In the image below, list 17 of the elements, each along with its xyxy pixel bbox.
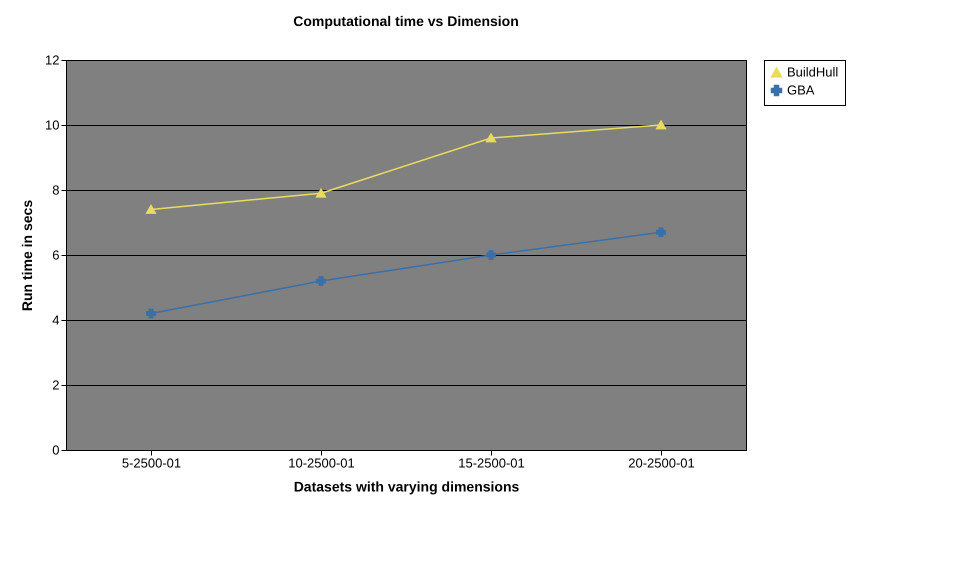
y-tick-label: 0 [52,442,60,458]
legend-label: BuildHull [787,64,838,80]
legend-label: GBA [787,82,815,98]
chart-title: Computational time vs Dimension [293,13,519,29]
x-tick-label: 15-2500-01 [458,456,525,470]
y-tick-label: 6 [52,248,60,262]
x-tick-label: 10-2500-01 [288,456,355,470]
x-tick-label: 5-2500-01 [122,456,182,470]
y-tick-label: 10 [45,118,60,132]
y-axis-title: Run time in secs [19,200,36,312]
y-tick-label: 12 [45,52,60,68]
y-tick-label: 8 [52,182,60,198]
x-tick-label: 20-2500-01 [628,456,695,470]
y-tick-label: 2 [52,378,60,392]
y-tick-label: 4 [52,312,60,328]
x-axis-title: Datasets with varying dimensions [294,478,520,494]
point [656,227,666,238]
